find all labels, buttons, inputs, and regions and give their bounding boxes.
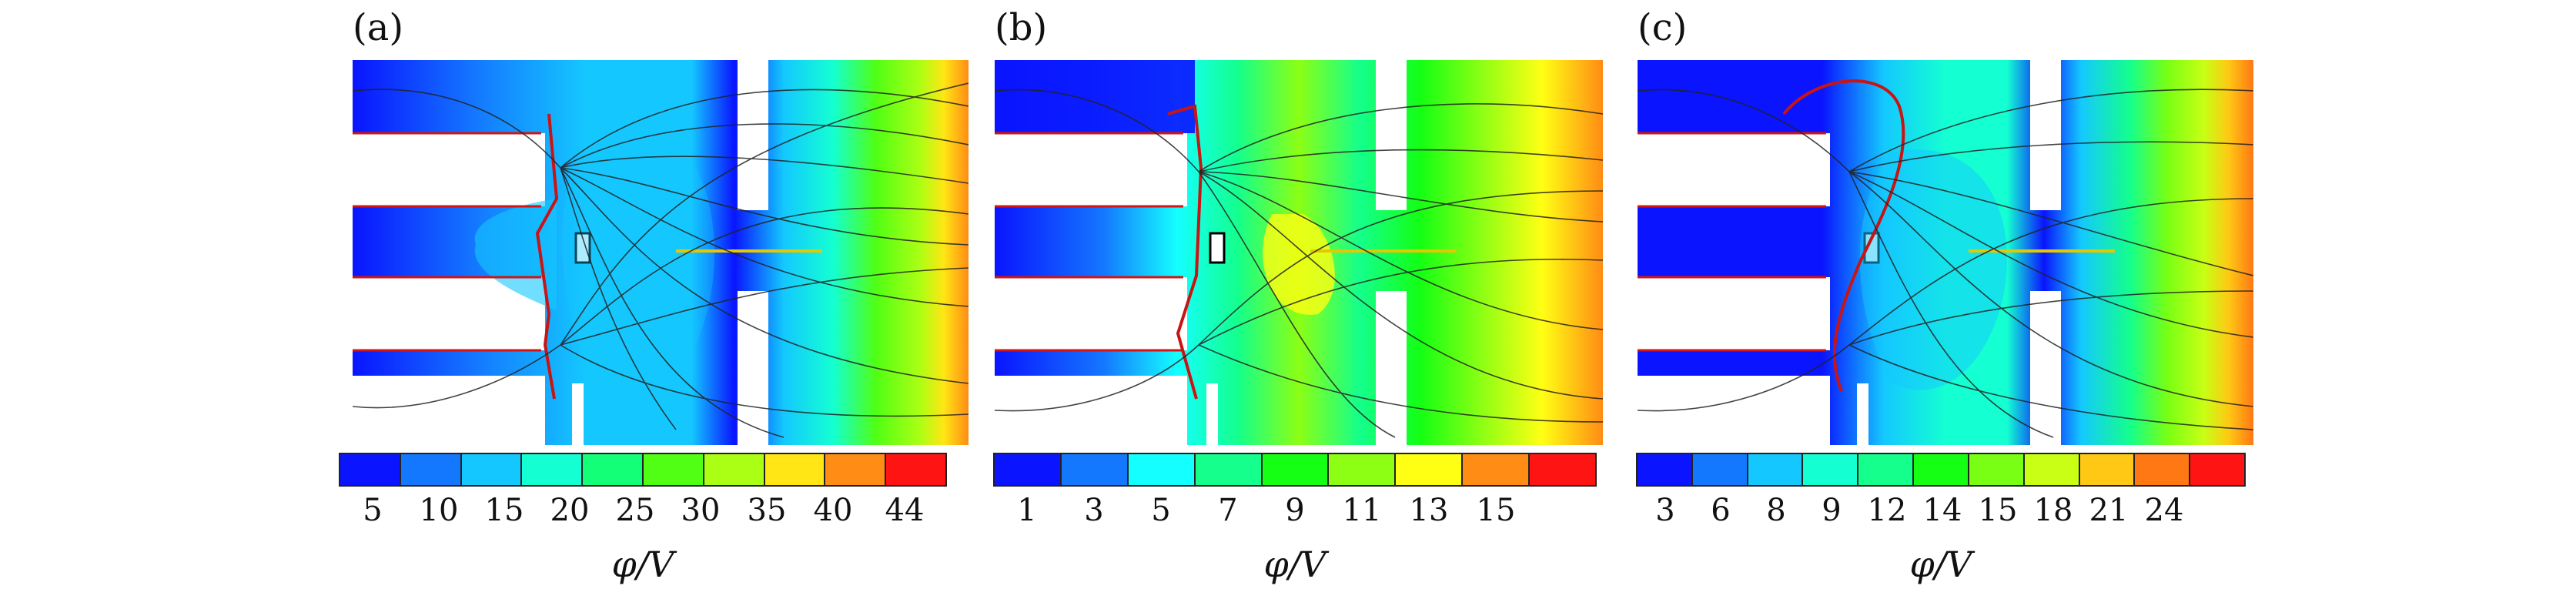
colorbar-cell: [2079, 454, 2136, 485]
colorbar-ticks: 3 6 8 9 12 14 15 18 21 24: [1636, 493, 2246, 531]
colorbar-tick: 30: [681, 493, 721, 528]
colorbar: [339, 453, 947, 487]
potential-contour-plot: [1638, 60, 2253, 445]
colorbar-tick: 7: [1218, 493, 1238, 528]
contour-svg: [353, 60, 969, 445]
colorbar: [1636, 453, 2246, 487]
colorbar-cell: [1638, 454, 1693, 485]
colorbar-cell: [1396, 454, 1464, 485]
colorbar-tick: 35: [747, 493, 787, 528]
colorbar-tick: 5: [363, 493, 383, 528]
colorbar-cell: [1061, 454, 1129, 485]
colorbar-cell: [1463, 454, 1531, 485]
colorbar-tick: 12: [1867, 493, 1907, 528]
colorbar-cell: [1262, 454, 1330, 485]
colorbar-cell: [400, 454, 462, 485]
panel-label: (b): [995, 6, 1048, 49]
colorbar-cell: [2135, 454, 2191, 485]
colorbar-cell: [340, 454, 401, 485]
panel-c: (c): [1636, 0, 2267, 599]
colorbar-tick: 15: [484, 493, 524, 528]
colorbar-ticks: 1 3 5 7 9 11 13 15: [993, 493, 1597, 531]
colorbar-cell: [995, 454, 1062, 485]
contour-svg: [995, 60, 1603, 445]
colorbar-tick: 9: [1285, 493, 1305, 528]
colorbar-tick: 3: [1655, 493, 1675, 528]
colorbar-tick: 15: [1978, 493, 2018, 528]
colorbar-tick: 18: [2033, 493, 2073, 528]
colorbar-tick: 5: [1151, 493, 1171, 528]
colorbar-tick: 6: [1711, 493, 1731, 528]
colorbar-cell: [461, 454, 523, 485]
potential-contour-plot: [353, 60, 969, 445]
colorbar-tick: 3: [1084, 493, 1104, 528]
colorbar-unit: φ/V: [1909, 544, 1972, 585]
colorbar-tick: 8: [1766, 493, 1786, 528]
colorbar-unit: φ/V: [611, 544, 674, 585]
colorbar-unit: φ/V: [1263, 544, 1326, 585]
colorbar-cell: [1858, 454, 1915, 485]
colorbar-cell: [1329, 454, 1397, 485]
colorbar-tick: 14: [1922, 493, 1962, 528]
colorbar-tick: 1: [1017, 493, 1037, 528]
colorbar-tick: 20: [550, 493, 590, 528]
contour-svg: [1638, 60, 2253, 445]
colorbar-tick: 11: [1342, 493, 1382, 528]
colorbar-cell: [522, 454, 584, 485]
colorbar-tick: 15: [1476, 493, 1516, 528]
colorbar-cell: [1530, 454, 1596, 485]
colorbar-cell: [643, 454, 704, 485]
colorbar-cell: [704, 454, 765, 485]
colorbar-cell: [886, 454, 945, 485]
colorbar-cell: [764, 454, 826, 485]
panel-label: (a): [353, 6, 404, 49]
panel-a: (a): [339, 0, 970, 599]
colorbar-cell: [825, 454, 887, 485]
colorbar-cell: [2190, 454, 2244, 485]
colorbar-ticks: 5 10 15 20 25 30 35 40 44: [339, 493, 947, 531]
colorbar-cell: [1692, 454, 1748, 485]
colorbar-tick: 25: [615, 493, 655, 528]
colorbar-tick: 44: [885, 493, 925, 528]
colorbar: [993, 453, 1597, 487]
colorbar-cell: [583, 454, 644, 485]
colorbar-tick: 21: [2089, 493, 2129, 528]
colorbar-cell: [1748, 454, 1804, 485]
colorbar-cell: [1969, 454, 2025, 485]
colorbar-cell: [1195, 454, 1263, 485]
colorbar-tick: 9: [1822, 493, 1842, 528]
colorbar-cell: [1803, 454, 1859, 485]
colorbar-tick: 24: [2144, 493, 2184, 528]
colorbar-cell: [1128, 454, 1196, 485]
colorbar-tick: 40: [813, 493, 853, 528]
colorbar-tick: 13: [1409, 493, 1449, 528]
colorbar-cell: [2024, 454, 2080, 485]
panel-b: (b): [993, 0, 1624, 599]
colorbar-cell: [1914, 454, 1969, 485]
potential-contour-plot: [995, 60, 1603, 445]
panel-label: (c): [1638, 6, 1688, 49]
colorbar-tick: 10: [419, 493, 459, 528]
